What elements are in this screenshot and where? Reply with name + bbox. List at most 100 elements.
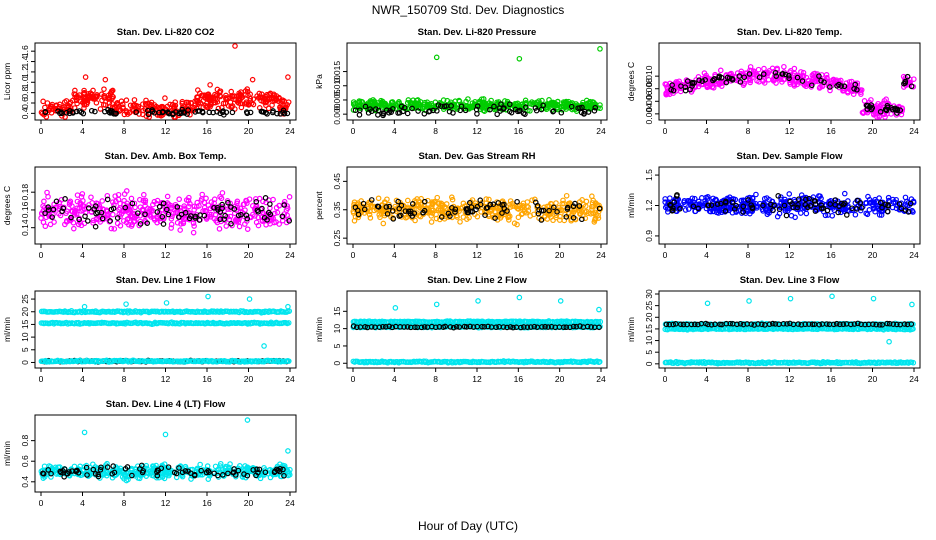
data-point bbox=[576, 203, 583, 209]
data-point bbox=[802, 201, 809, 208]
data-point bbox=[884, 320, 890, 327]
x-tick-label: 0 bbox=[351, 374, 356, 384]
data-point bbox=[908, 83, 915, 90]
data-point bbox=[557, 213, 563, 220]
data-point bbox=[396, 205, 403, 212]
data-point bbox=[854, 86, 860, 93]
data-point bbox=[355, 211, 362, 218]
data-point bbox=[482, 102, 488, 109]
data-point bbox=[447, 324, 454, 330]
data-point bbox=[281, 202, 288, 208]
data-point bbox=[192, 213, 199, 220]
data-point bbox=[538, 207, 545, 214]
y-tick-label: 0.000 bbox=[332, 103, 342, 125]
data-point bbox=[750, 68, 757, 74]
data-point bbox=[727, 194, 733, 201]
data-point bbox=[540, 102, 546, 109]
data-point-outlier bbox=[870, 295, 877, 302]
data-point bbox=[760, 202, 766, 209]
data-point bbox=[63, 109, 70, 116]
data-point bbox=[590, 99, 597, 106]
data-point bbox=[567, 101, 574, 107]
data-point bbox=[806, 195, 812, 202]
data-point bbox=[798, 192, 805, 198]
x-tick-label: 24 bbox=[909, 374, 919, 384]
data-point bbox=[514, 198, 520, 205]
data-point bbox=[737, 320, 744, 327]
x-tick-label: 0 bbox=[663, 250, 668, 260]
x-tick-label: 4 bbox=[704, 126, 709, 136]
x-tick-label: 8 bbox=[746, 250, 751, 260]
data-point bbox=[723, 320, 730, 327]
data-point bbox=[439, 201, 446, 208]
data-point bbox=[670, 207, 676, 214]
data-point bbox=[108, 225, 115, 232]
data-point bbox=[873, 321, 880, 328]
data-point bbox=[464, 216, 470, 222]
data-point bbox=[797, 210, 804, 216]
data-point bbox=[223, 223, 230, 229]
data-point bbox=[107, 108, 114, 114]
data-point bbox=[746, 76, 753, 83]
data-point bbox=[708, 321, 715, 328]
data-point bbox=[351, 217, 358, 224]
data-point bbox=[400, 202, 407, 209]
data-point bbox=[883, 96, 889, 103]
x-tick-label: 20 bbox=[868, 250, 878, 260]
data-point bbox=[280, 107, 287, 114]
data-point bbox=[688, 321, 695, 328]
y-tick-label: 0.16 bbox=[20, 201, 30, 218]
data-point bbox=[663, 81, 670, 88]
data-point bbox=[780, 71, 786, 77]
data-point bbox=[143, 219, 149, 225]
data-point bbox=[521, 208, 528, 215]
data-point bbox=[596, 358, 603, 365]
data-point bbox=[442, 323, 448, 330]
data-point bbox=[110, 211, 116, 218]
y-tick-label: 0.015 bbox=[332, 61, 342, 83]
data-point bbox=[798, 69, 804, 75]
data-point bbox=[409, 105, 415, 112]
data-point bbox=[504, 100, 511, 107]
data-point bbox=[267, 211, 274, 218]
data-point bbox=[160, 221, 167, 227]
data-point-outlier bbox=[163, 300, 170, 306]
data-point bbox=[133, 109, 140, 115]
data-point bbox=[267, 90, 274, 97]
data-point bbox=[673, 193, 680, 199]
data-point bbox=[177, 109, 184, 115]
data-point bbox=[244, 215, 251, 222]
data-point bbox=[818, 77, 824, 84]
data-point bbox=[129, 200, 136, 207]
y-tick-label: 1.2 bbox=[20, 66, 30, 78]
data-point bbox=[428, 219, 435, 225]
data-point bbox=[873, 103, 880, 109]
data-point bbox=[718, 74, 725, 81]
data-point bbox=[672, 321, 679, 327]
data-point bbox=[129, 106, 136, 112]
data-point bbox=[70, 225, 77, 232]
data-point bbox=[404, 197, 411, 204]
data-point bbox=[567, 200, 573, 206]
data-point bbox=[125, 221, 132, 228]
data-point bbox=[210, 109, 216, 116]
data-point bbox=[147, 206, 154, 212]
y-tick-label: 0.14 bbox=[20, 219, 30, 236]
data-point bbox=[478, 209, 484, 215]
data-point bbox=[866, 200, 873, 206]
data-point bbox=[228, 88, 235, 95]
data-point bbox=[92, 223, 99, 230]
data-point bbox=[716, 74, 722, 81]
data-point bbox=[147, 212, 153, 219]
y-tick-label: 0.008 bbox=[644, 78, 654, 100]
data-point bbox=[542, 323, 548, 330]
data-point bbox=[110, 94, 116, 100]
y-tick-label: 1.6 bbox=[20, 45, 30, 57]
data-point bbox=[237, 97, 243, 103]
data-point bbox=[208, 213, 214, 220]
data-point bbox=[908, 321, 915, 327]
data-point bbox=[791, 65, 798, 72]
x-tick-label: 12 bbox=[161, 126, 171, 136]
data-point bbox=[99, 198, 106, 204]
data-point bbox=[560, 103, 567, 110]
